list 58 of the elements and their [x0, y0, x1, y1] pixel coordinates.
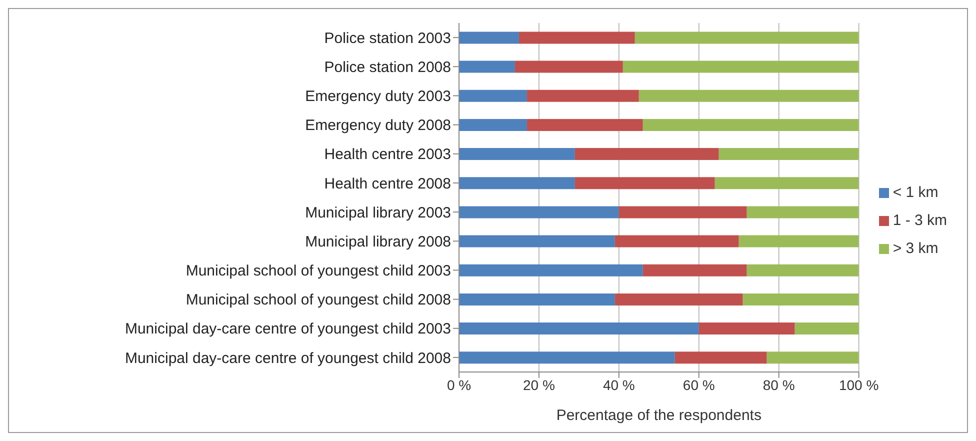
y-tick-label: Municipal day-care centre of youngest child 2003 [124, 320, 451, 338]
legend-label: > 3 km [892, 240, 938, 256]
x-axis-title: Percentage of the respondents [556, 407, 762, 424]
y-tick-label: Health centre 2003 [324, 146, 451, 164]
y-tick-label: Emergency duty 2003 [305, 88, 451, 106]
bar [642, 264, 747, 276]
bar [738, 235, 859, 248]
bar [459, 148, 575, 160]
bar [459, 264, 643, 276]
y-tick-label: Municipal school of youngest child 2003 [186, 262, 451, 280]
x-tick-label: 100 % [838, 376, 879, 393]
bar [614, 293, 743, 306]
bar [459, 90, 527, 102]
bar [718, 148, 859, 160]
bar [794, 322, 859, 335]
y-tick-label: Health centre 2008 [324, 175, 451, 192]
y-tick-label: Municipal library 2003 [305, 204, 451, 222]
bar [622, 60, 859, 73]
x-tick-label: 80 % [762, 376, 795, 393]
bar [459, 322, 699, 335]
bar [618, 206, 747, 218]
bar [766, 352, 859, 364]
bar [574, 177, 715, 190]
x-tick-label: 0 % [446, 376, 472, 393]
bar [674, 352, 767, 364]
x-tick-label: 40 % [602, 376, 635, 393]
bar [459, 177, 575, 190]
y-tick-label: Municipal school of youngest child 2008 [186, 292, 451, 309]
bar [459, 60, 515, 73]
y-tick-label: Municipal day-care centre of youngest child 2008 [124, 350, 451, 367]
bar [459, 293, 615, 306]
y-tick-label: Municipal library 2008 [305, 233, 451, 250]
bar [459, 352, 675, 364]
bar [634, 32, 859, 44]
x-tick-label: 20 % [523, 376, 555, 393]
bar [526, 118, 643, 131]
bar [614, 235, 739, 248]
bar [574, 148, 719, 160]
bar [459, 118, 527, 131]
bar [746, 264, 859, 276]
legend-label: 1 - 3 km [892, 212, 947, 228]
bar [459, 32, 519, 44]
bar [526, 90, 639, 102]
bar [459, 235, 615, 248]
bar [514, 60, 623, 73]
bar [642, 118, 859, 131]
bar [518, 32, 635, 44]
bar [459, 206, 619, 218]
bar [746, 206, 859, 218]
y-tick-label: Police station 2008 [324, 58, 451, 76]
bar [742, 293, 859, 306]
bar [714, 177, 859, 190]
bar [638, 90, 859, 102]
y-tick-label: Emergency duty 2008 [305, 117, 451, 134]
x-tick-label: 60 % [682, 376, 715, 393]
bar [698, 322, 795, 335]
y-tick-label: Police station 2003 [324, 30, 451, 47]
legend-label: < 1 km [892, 184, 938, 200]
